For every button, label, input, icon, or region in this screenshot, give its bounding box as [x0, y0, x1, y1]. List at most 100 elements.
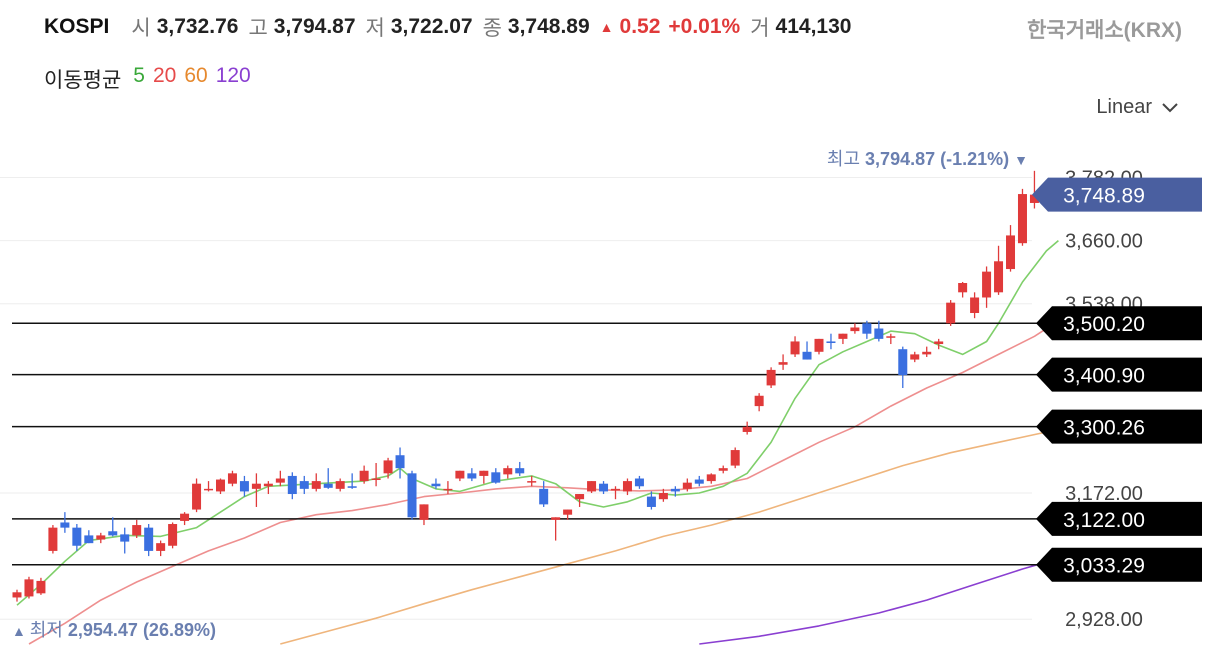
chevron-down-icon — [1162, 102, 1178, 112]
up-triangle-icon: ▲ — [599, 19, 614, 35]
annotations: 최고 3,794.87 (-1.21%) ▼ ▲ 최저 2,954.47 (26.… — [12, 149, 1028, 640]
candle-body — [108, 531, 118, 536]
ma-period-5[interactable]: 5 — [133, 64, 145, 87]
candle-body — [718, 468, 728, 471]
ma-period-60[interactable]: 60 — [184, 64, 208, 87]
candle-body — [479, 470, 489, 476]
low-annotation-value: 2,954.47 (26.89%) — [68, 620, 216, 640]
ma5-path — [16, 239, 1059, 606]
level-badge — [1036, 547, 1202, 582]
candle-body — [323, 483, 333, 488]
low-annotation-prefix: 최저 — [30, 620, 68, 640]
candle-body — [120, 534, 130, 542]
candle-body — [60, 522, 70, 528]
candle-body — [192, 483, 202, 510]
down-triangle-icon: ▼ — [1014, 152, 1028, 168]
candle-body — [299, 481, 309, 489]
open-value: 3,732.76 — [156, 15, 239, 38]
ma120-line — [699, 557, 1059, 645]
candle-body — [826, 341, 836, 344]
candle-body — [227, 473, 237, 484]
candle-body — [766, 369, 776, 386]
candle-body — [874, 328, 884, 339]
close-label: 종 — [482, 17, 502, 40]
candle-body — [922, 351, 932, 355]
candle-body — [551, 517, 561, 520]
candle-body — [563, 509, 573, 515]
candle-body — [168, 524, 178, 546]
candle-body — [670, 488, 680, 492]
level-badge-label: 3,033.29 — [1063, 555, 1145, 578]
candle-body — [622, 481, 632, 492]
price-header: KOSPI 시 3,732.76 고 3,794.87 저 3,722.07 종… — [44, 12, 861, 42]
candle-body — [275, 478, 285, 483]
ma120-path — [699, 557, 1059, 645]
current-price-badge — [1032, 177, 1202, 212]
ma20-path — [28, 320, 1059, 645]
candle-body — [934, 341, 944, 345]
candle-body — [994, 261, 1004, 293]
candle-body — [1017, 194, 1027, 244]
candle-body — [898, 349, 908, 376]
candle-body — [395, 455, 405, 469]
candle-body — [694, 479, 704, 484]
candle-body — [156, 543, 166, 551]
y-tick-label: 3,660.00 — [1065, 231, 1143, 253]
candle-body — [754, 395, 764, 407]
ma20-line — [28, 320, 1059, 645]
level-badge-label: 3,500.20 — [1063, 313, 1145, 336]
moving-average-label: 이동평균 — [44, 69, 122, 92]
candles — [12, 170, 1039, 602]
candle-body — [778, 362, 788, 365]
low-value: 3,722.07 — [390, 15, 473, 38]
candle-body — [1029, 194, 1039, 203]
candle-body — [658, 492, 668, 500]
candle-body — [539, 488, 549, 505]
candle-body — [850, 327, 860, 332]
candle-body — [443, 488, 453, 491]
candle-body — [838, 333, 848, 339]
candle-body — [84, 535, 94, 544]
candle-body — [48, 527, 58, 551]
horizontal-levels[interactable] — [12, 322, 1202, 566]
high-annotation-prefix: 최고 — [827, 149, 865, 169]
low-annotation: ▲ 최저 2,954.47 (26.89%) — [12, 620, 216, 640]
candle-body — [527, 481, 537, 483]
candle-body — [575, 494, 585, 500]
ma5-line — [16, 239, 1059, 606]
candle-body — [72, 527, 82, 546]
symbol: KOSPI — [44, 15, 110, 38]
y-tick-label: 2,928.00 — [1065, 609, 1143, 631]
volume-value: 414,130 — [775, 15, 852, 38]
candle-body — [970, 297, 980, 314]
candle-body — [814, 338, 824, 352]
candle-body — [634, 478, 644, 487]
candle-body — [886, 336, 896, 338]
candle-body — [180, 513, 190, 521]
high-label: 고 — [248, 17, 268, 40]
candle-body — [646, 496, 656, 507]
candle-body — [36, 580, 46, 594]
candle-body — [383, 460, 393, 474]
candle-body — [467, 473, 477, 479]
level-badge-label: 3,122.00 — [1063, 509, 1145, 532]
candle-body — [132, 525, 142, 536]
candle-body — [431, 483, 441, 487]
candle-body — [515, 468, 525, 474]
candle-body — [287, 475, 297, 495]
level-badge — [1036, 357, 1202, 392]
candle-body — [347, 486, 357, 488]
candle-body — [910, 354, 920, 360]
ma60-line — [280, 426, 1059, 645]
scale-selector[interactable]: Linear — [1096, 96, 1178, 119]
level-badge — [1036, 501, 1202, 536]
scale-label: Linear — [1096, 96, 1152, 118]
ma-period-20[interactable]: 20 — [152, 64, 177, 87]
candle-body — [12, 592, 22, 598]
candle-body — [419, 504, 429, 520]
moving-average-legend: 이동평균 5 20 60 120 — [44, 64, 251, 94]
ma-period-120[interactable]: 120 — [215, 64, 251, 87]
candle-body — [455, 470, 465, 479]
candle-body — [503, 468, 513, 475]
